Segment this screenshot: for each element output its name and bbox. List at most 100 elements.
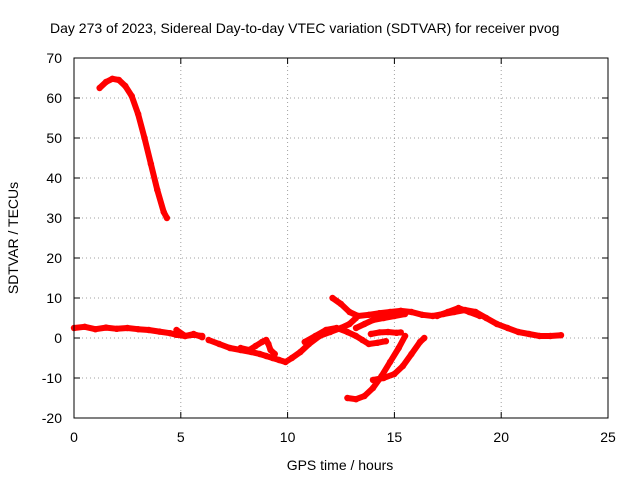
data-point [267,346,274,354]
data-point [216,340,223,348]
data-point [124,324,131,332]
data-point [301,338,308,346]
data-point [237,344,244,352]
data-point [163,214,171,222]
x-tick-label: 15 [387,429,403,445]
y-tick-label: 50 [46,130,62,146]
data-point [156,328,163,335]
y-tick-label: -20 [42,410,62,426]
data-point [376,310,383,317]
y-tick-label: 10 [46,290,62,306]
data-point [166,330,174,337]
data-point [547,332,554,340]
plot-frame [73,57,609,419]
data-point [391,312,398,320]
data-point [365,311,372,318]
x-tick-label: 10 [280,429,296,445]
data-point [401,332,409,340]
data-point [352,332,360,340]
data-point [408,350,415,358]
data-point [444,308,451,316]
data-point [408,308,415,316]
data-point [265,340,272,348]
data-point [181,332,189,340]
data-point [141,134,148,142]
data-point [382,338,390,345]
data-point [337,300,345,308]
data-point [344,394,351,402]
data-point [399,362,407,370]
data-point [346,308,353,316]
data-point [515,328,522,336]
data-point [147,160,155,168]
data-point [252,342,259,350]
y-tick-label: 30 [46,210,62,226]
data-point [329,294,336,302]
data-point [256,350,263,358]
data-point [96,84,103,92]
data-point [134,326,142,333]
data-point [352,324,360,332]
data-point [557,332,565,339]
y-tick-label: -10 [42,370,62,386]
data-point [113,325,120,332]
data-point [312,332,319,340]
chart-title: Day 273 of 2023, Sidereal Day-to-day VTE… [50,20,559,36]
y-tick-label: 40 [46,170,62,186]
data-point [419,311,426,318]
data-point [145,326,152,334]
data-point [115,76,123,84]
data-point [199,334,206,341]
data-point [226,344,234,352]
data-point [160,208,167,216]
data-point [275,356,283,364]
data-point [525,330,533,338]
data-point [246,346,253,354]
data-point [263,352,270,360]
data-point [380,314,387,322]
data-point [297,348,304,356]
y-tick-label: 60 [46,90,62,106]
data-point [333,324,340,332]
x-tick-label: 25 [600,429,616,445]
data-point [416,338,424,346]
data-point [401,310,409,318]
data-point [359,336,366,344]
axis-ticks: 0 5 10 15 20 25 -20 -10 0 10 20 30 40 50 60 70 [42,50,616,445]
data-point [369,376,377,384]
data-series [70,75,565,403]
data-point [322,326,330,334]
x-tick-label: 5 [177,429,185,445]
data-point [374,339,381,346]
data-point [466,308,473,316]
data-point [504,324,511,332]
data-point [367,330,375,338]
data-point [493,320,501,328]
data-point [109,75,116,83]
data-point [128,92,135,100]
series-line-arc-3 [174,327,204,341]
data-point [92,326,99,333]
data-point [361,392,368,400]
data-point [365,340,372,348]
series-line-arc-6 [303,325,387,347]
y-tick-label: 70 [46,50,62,66]
data-point [369,384,377,392]
data-point [395,344,402,352]
data-point [433,312,441,320]
x-axis-label: GPS time / hours [287,457,394,473]
data-point [397,329,404,336]
data-point [154,186,161,194]
data-point [384,328,392,336]
data-point [190,330,197,338]
data-point [354,312,362,320]
data-point [352,396,360,403]
data-point [391,370,398,378]
y-axis-label: SDTVAR / TECUs [5,182,21,294]
data-point [271,350,278,358]
y-tick-label: 20 [46,250,62,266]
data-point [173,326,180,334]
x-tick-label: 0 [70,429,78,445]
